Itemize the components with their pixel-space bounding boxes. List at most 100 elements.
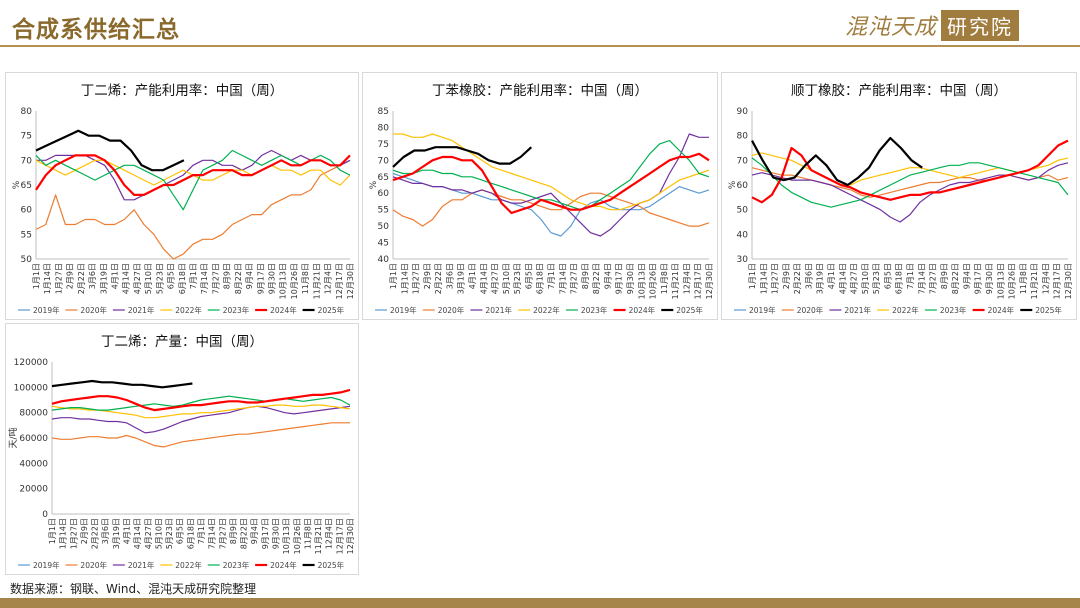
- x-tick-label: 2月22日: [91, 518, 100, 549]
- x-tick-label: 4月14日: [133, 518, 142, 549]
- x-tick-label: 9月30日: [272, 518, 281, 549]
- x-tick-label: 12月4日: [1041, 263, 1050, 294]
- chart-title: 丁苯橡胶：产能利用率：中国（周）: [432, 82, 648, 99]
- x-tick-label: 12月17日: [335, 518, 344, 554]
- y-tick-label: 80: [378, 123, 390, 133]
- brand-logo: 混沌天成 研究院: [845, 9, 1020, 41]
- x-tick-label: 1月14日: [59, 518, 68, 549]
- brand-logo-text: 混沌天成: [845, 15, 938, 40]
- x-tick-label: 4月27日: [133, 263, 142, 294]
- x-tick-label: 4月1日: [111, 263, 120, 289]
- y-tick-label: 0: [42, 510, 48, 520]
- x-tick-label: 11月21日: [1030, 263, 1039, 299]
- y-tick-label: 70: [378, 156, 390, 166]
- legend-label: 2024年: [270, 560, 297, 570]
- x-tick-label: 9月4日: [962, 263, 971, 289]
- x-tick-label: 5月10日: [861, 263, 870, 294]
- x-tick-label: 9月17日: [974, 263, 983, 294]
- y-axis-label: 天/吨: [7, 427, 19, 448]
- y-tick-label: 100000: [14, 383, 49, 393]
- y-tick-label: 70: [737, 156, 749, 166]
- legend-label: 2021年: [844, 305, 871, 315]
- y-tick-label: 30: [737, 255, 749, 265]
- x-tick-label: 12月30日: [346, 263, 355, 299]
- x-tick-label: 7月1日: [197, 518, 206, 544]
- x-tick-label: 12月30日: [346, 518, 355, 554]
- x-tick-label: 8月9日: [940, 263, 949, 289]
- legend-label: 2023年: [223, 560, 250, 570]
- x-tick-label: 6月18日: [178, 263, 187, 294]
- x-tick-label: 1月1日: [48, 518, 57, 544]
- x-tick-label: 6月5日: [176, 518, 185, 544]
- x-tick-label: 11月21日: [312, 263, 321, 299]
- legend-label: 2025年: [1035, 305, 1062, 315]
- footer-bar: [0, 598, 1080, 608]
- x-tick-label: 6月18日: [895, 263, 904, 294]
- series-line-2024: [392, 152, 710, 215]
- x-tick-label: 8月22日: [240, 518, 249, 549]
- x-tick-label: 12月30日: [1064, 263, 1073, 299]
- y-tick-label: 85: [378, 107, 389, 117]
- x-tick-label: 12月4日: [324, 263, 333, 294]
- legend-label: 2020年: [80, 560, 107, 570]
- series-line-2024: [35, 154, 351, 197]
- legend-label: 2024年: [988, 305, 1015, 315]
- x-tick-label: 6月5日: [883, 263, 892, 289]
- series-line-2021: [392, 133, 709, 237]
- legend-label: 2019年: [390, 305, 417, 315]
- legend-label: 2022年: [175, 305, 202, 315]
- series-line-2020: [392, 189, 710, 227]
- x-tick-label: 11月21日: [671, 263, 680, 299]
- x-tick-label: 4月1日: [468, 263, 477, 289]
- y-tick-label: 40: [378, 255, 390, 265]
- x-tick-label: 2月9日: [782, 263, 791, 289]
- y-tick-label: 80000: [19, 409, 48, 419]
- x-tick-label: 9月4日: [245, 263, 254, 289]
- x-tick-label: 9月17日: [256, 263, 265, 294]
- x-tick-label: 4月27日: [144, 518, 153, 549]
- legend-label: 2019年: [749, 305, 776, 315]
- chart-panel-br-utilization: 顺丁橡胶：产能利用率：中国（周） 30 40 50 60 70 80 90% 1月1日 1月14日…: [721, 72, 1077, 320]
- series-line-2023: [51, 395, 351, 411]
- x-tick-label: 10月26日: [290, 263, 299, 299]
- legend-label: 2024年: [270, 305, 297, 315]
- series-line-2025: [51, 379, 193, 389]
- y-tick-label: 70: [21, 156, 33, 166]
- x-tick-label: 2月22日: [434, 263, 443, 294]
- legend-label: 2020年: [797, 305, 824, 315]
- y-tick-label: 60: [737, 181, 749, 191]
- y-tick-label: 60: [378, 189, 390, 199]
- x-tick-label: 1月14日: [43, 263, 52, 294]
- chart-butadiene-output: 丁二烯：产量：中国（周） 0 20000 40000 60000 80000 100000 1…: [7, 334, 355, 570]
- x-tick-label: 1月27日: [69, 518, 78, 549]
- x-tick-label: 2月9日: [423, 263, 432, 289]
- legend-label: 2021年: [485, 305, 512, 315]
- x-tick-label: 1月1日: [748, 263, 757, 289]
- legend-label: 2024年: [629, 305, 656, 315]
- legend-label: 2023年: [940, 305, 967, 315]
- x-tick-label: 2月22日: [793, 263, 802, 294]
- x-tick-label: 1月27日: [54, 263, 63, 294]
- y-axis-label: %: [369, 180, 379, 189]
- series-line-2025: [392, 146, 533, 168]
- x-tick-label: 7月27日: [570, 263, 579, 294]
- chart-title: 顺丁橡胶：产能利用率：中国（周）: [791, 82, 1007, 99]
- x-tick-label: 12月17日: [335, 263, 344, 299]
- y-tick-label: 20000: [19, 485, 48, 495]
- header-rule: [0, 45, 1080, 47]
- legend-label: 2019年: [33, 305, 60, 315]
- x-tick-label: 5月23日: [165, 518, 174, 549]
- x-tick-label: 7月1日: [906, 263, 915, 289]
- x-tick-label: 8月22日: [592, 263, 601, 294]
- x-tick-label: 12月4日: [682, 263, 691, 294]
- y-tick-label: 60: [21, 206, 33, 216]
- x-tick-label: 12月17日: [1053, 263, 1062, 299]
- series-line-2023: [392, 139, 710, 211]
- y-tick-label: 40000: [19, 459, 48, 469]
- series-line-2024: [51, 388, 351, 412]
- x-tick-label: 7月27日: [218, 518, 227, 549]
- x-tick-label: 8月9日: [223, 263, 232, 289]
- page-title: 合成系供给汇总: [12, 17, 180, 43]
- series-line-2024: [751, 139, 1069, 204]
- y-tick-label: 60000: [19, 434, 48, 444]
